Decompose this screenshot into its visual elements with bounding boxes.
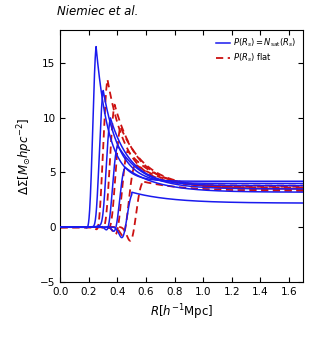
Legend: $P(R_s) = N_{\rm sat}(R_s)$, $P(R_s)$ flat: $P(R_s) = N_{\rm sat}(R_s)$, $P(R_s)$ fl… — [214, 34, 299, 67]
Y-axis label: $\Delta\Sigma[M_{\odot}hpc^{-2}]$: $\Delta\Sigma[M_{\odot}hpc^{-2}]$ — [15, 117, 35, 195]
Text: Niemiec et al.: Niemiec et al. — [57, 5, 139, 18]
X-axis label: $R[h^{-1}\mathrm{Mpc}]$: $R[h^{-1}\mathrm{Mpc}]$ — [150, 302, 213, 322]
